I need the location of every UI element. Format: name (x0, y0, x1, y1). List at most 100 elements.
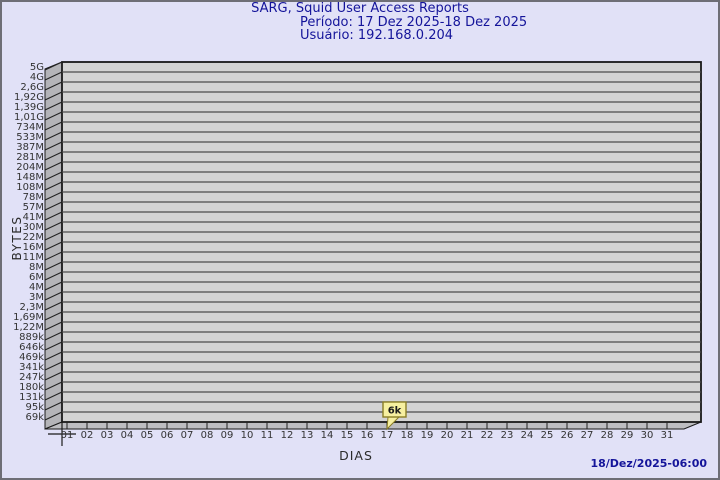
y-tick (44, 211, 63, 221)
x-tick-label: 22 (481, 430, 494, 441)
y-tick-label: 889k (19, 332, 44, 343)
y-tick (44, 131, 63, 141)
x-tick-label: 05 (141, 430, 154, 441)
y-tick (44, 141, 63, 151)
y-tick-label: 247k (19, 372, 44, 383)
y-tick (44, 401, 63, 411)
x-tick-label: 02 (81, 430, 94, 441)
y-tick-label: 16M (23, 242, 44, 253)
y-tick-label: 69k (25, 412, 44, 423)
flag-label: 6k (388, 406, 402, 417)
x-tick-label: 28 (601, 430, 614, 441)
y-tick (44, 361, 63, 371)
x-tick-label: 19 (421, 430, 434, 441)
report-title: SARG, Squid User Access Reports (251, 1, 469, 16)
report-period: Período: 17 Dez 2025-18 Dez 2025 (300, 14, 528, 30)
y-tick-label: 22M (23, 232, 44, 243)
x-tick-label: 14 (321, 430, 334, 441)
x-tick-label: 18 (401, 430, 414, 441)
x-tick-label: 25 (541, 430, 554, 441)
y-axis-title: BYTES (10, 215, 24, 261)
y-tick-label: 180k (19, 382, 44, 393)
y-tick-label: 95k (25, 402, 44, 413)
x-tick-label: 29 (621, 430, 634, 441)
generation-timestamp: 18/Dez/2025-06:00 (590, 457, 707, 470)
y-tick-label: 734M (16, 122, 44, 133)
x-tick-label: 24 (521, 430, 534, 441)
y-tick (44, 71, 63, 81)
y-tick-label: 1,69M (13, 312, 44, 323)
y-tick (44, 311, 63, 321)
y-tick (44, 321, 63, 331)
y-tick-label: 1,39G (14, 102, 44, 113)
x-tick-label: 16 (361, 430, 374, 441)
chart-floor (44, 421, 702, 430)
y-tick (44, 191, 63, 201)
y-tick (44, 331, 63, 341)
y-tick-label: 11M (23, 252, 44, 263)
x-tick-label: 04 (121, 430, 134, 441)
y-tick (44, 91, 63, 101)
x-tick-label: 08 (201, 430, 214, 441)
y-tick-label: 533M (16, 132, 44, 143)
x-tick-label: 26 (561, 430, 574, 441)
y-tick (44, 291, 63, 301)
y-tick-label: 2,3M (19, 302, 44, 313)
y-tick-label: 148M (16, 172, 44, 183)
y-tick (44, 121, 63, 131)
y-tick-label: 6M (29, 272, 44, 283)
y-tick (44, 411, 63, 421)
y-tick (44, 381, 63, 391)
x-tick-label: 09 (221, 430, 234, 441)
y-tick (44, 221, 63, 231)
y-tick-label: 30M (23, 222, 44, 233)
x-tick-label: 10 (241, 430, 254, 441)
x-tick-label: 01 (61, 430, 74, 441)
x-tick-label: 11 (261, 430, 274, 441)
x-tick-label: 27 (581, 430, 594, 441)
y-tick-label: 78M (23, 192, 44, 203)
y-tick (44, 251, 63, 261)
y-tick-label: 131k (19, 392, 44, 403)
x-tick-label: 23 (501, 430, 514, 441)
y-tick-label: 4M (29, 282, 44, 293)
y-tick (44, 81, 63, 91)
y-tick-label: 387M (16, 142, 44, 153)
y-tick-label: 41M (23, 212, 44, 223)
x-tick-label: 21 (461, 430, 474, 441)
y-tick (44, 301, 63, 311)
y-tick (44, 101, 63, 111)
report-header: SARG, Squid User Access Reports Período:… (0, 2, 720, 43)
y-tick-label: 57M (23, 202, 44, 213)
y-tick (44, 171, 63, 181)
y-tick (44, 241, 63, 251)
y-tick (44, 351, 63, 361)
y-tick-label: 281M (16, 152, 44, 163)
y-tick (44, 181, 63, 191)
y-tick-label: 3M (29, 292, 44, 303)
y-tick-label: 1,92G (14, 92, 44, 103)
y-tick-label: 341k (19, 362, 44, 373)
y-tick-label: 469k (19, 352, 44, 363)
y-tick (44, 281, 63, 291)
x-tick-label: 12 (281, 430, 294, 441)
y-tick-label: 1,22M (13, 322, 44, 333)
report-user: Usuário: 192.168.0.204 (300, 28, 454, 43)
x-tick-label: 30 (641, 430, 654, 441)
y-tick-label: 8M (29, 262, 44, 273)
y-tick (44, 271, 63, 281)
x-tick-label: 13 (301, 430, 314, 441)
x-tick-label: 07 (181, 430, 194, 441)
y-tick (44, 201, 63, 211)
x-tick-label: 20 (441, 430, 454, 441)
y-tick-label: 646k (19, 342, 44, 353)
x-tick-label: 06 (161, 430, 174, 441)
y-tick (44, 371, 63, 381)
y-tick (44, 341, 63, 351)
y-tick (44, 61, 63, 71)
y-tick-label: 5G (30, 62, 44, 73)
flag-box (382, 401, 407, 418)
y-tick (44, 231, 63, 241)
